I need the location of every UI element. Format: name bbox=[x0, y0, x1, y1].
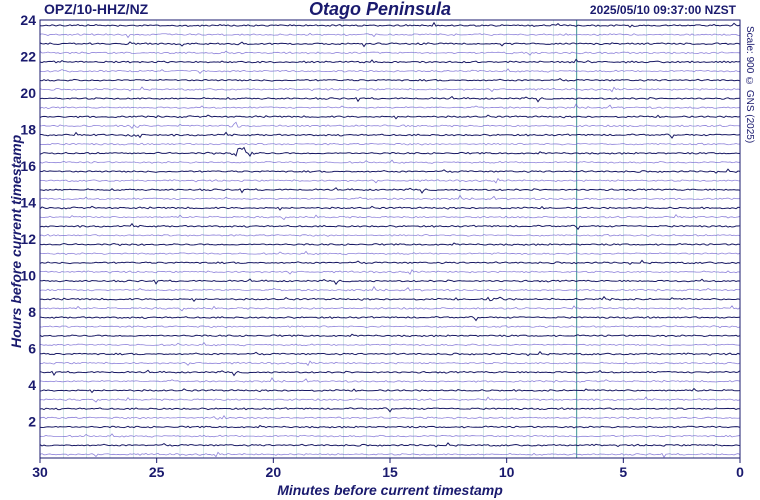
trace-row-6 bbox=[39, 68, 741, 74]
trace-row-16 bbox=[39, 159, 741, 164]
trace-row-2 bbox=[39, 32, 741, 39]
trace-row-28 bbox=[39, 269, 741, 275]
trace-row-34 bbox=[39, 325, 741, 329]
trace-row-26 bbox=[39, 250, 741, 256]
y-tick-label-12: 12 bbox=[20, 231, 36, 247]
trace-row-30 bbox=[39, 285, 741, 292]
trace-row-37 bbox=[39, 350, 741, 357]
trace-row-40 bbox=[39, 377, 741, 383]
trace-row-7 bbox=[39, 77, 741, 82]
trace-row-11 bbox=[39, 114, 741, 120]
trace-row-21 bbox=[39, 205, 741, 211]
x-tick-label-10: 10 bbox=[499, 464, 515, 480]
trace-row-1 bbox=[39, 21, 741, 28]
y-tick-label-6: 6 bbox=[28, 341, 36, 357]
x-axis-label: Minutes before current timestamp bbox=[277, 482, 503, 498]
y-tick-label-16: 16 bbox=[20, 158, 36, 174]
y-tick-label-8: 8 bbox=[28, 304, 36, 320]
station-code: OPZ/10-HHZ/NZ bbox=[44, 1, 149, 17]
x-tick-label-25: 25 bbox=[149, 464, 165, 480]
trace-row-8 bbox=[39, 86, 741, 93]
trace-row-27 bbox=[39, 259, 741, 266]
seismic-traces bbox=[39, 21, 741, 458]
y-tick-label-4: 4 bbox=[28, 377, 36, 393]
trace-row-15 bbox=[39, 146, 741, 157]
x-tick-label-5: 5 bbox=[619, 464, 627, 480]
trace-row-5 bbox=[39, 58, 741, 64]
x-axis-ticks: 30 25 20 15 10 5 0 bbox=[32, 458, 744, 480]
x-tick-label-15: 15 bbox=[382, 464, 398, 480]
x-tick-label-0: 0 bbox=[736, 464, 744, 480]
trace-row-23 bbox=[39, 222, 741, 231]
trace-row-13 bbox=[39, 131, 741, 139]
trace-row-25 bbox=[39, 242, 741, 247]
y-axis-label-wrap: Hours before current timestamp bbox=[8, 25, 24, 348]
trace-row-32 bbox=[39, 305, 741, 312]
trace-row-42 bbox=[39, 396, 741, 403]
vertical-gridlines bbox=[63, 20, 717, 458]
trace-row-18 bbox=[39, 177, 741, 184]
trace-row-19 bbox=[39, 187, 741, 194]
timestamp-label: 2025/05/10 09:37:00 NZST bbox=[589, 3, 736, 17]
trace-row-4 bbox=[39, 50, 741, 56]
trace-row-47 bbox=[39, 442, 741, 448]
y-tick-label-14: 14 bbox=[20, 195, 36, 211]
y-tick-label-22: 22 bbox=[20, 49, 36, 65]
trace-row-33 bbox=[39, 315, 741, 322]
trace-row-39 bbox=[39, 369, 741, 377]
trace-row-24 bbox=[39, 233, 741, 237]
trace-row-48 bbox=[39, 451, 741, 458]
y-tick-label-18: 18 bbox=[20, 122, 36, 138]
scale-note: Scale: 900 © GNS (2025) bbox=[744, 26, 755, 144]
y-tick-label-20: 20 bbox=[20, 85, 36, 101]
y-tick-label-10: 10 bbox=[20, 268, 36, 284]
trace-row-22 bbox=[39, 213, 741, 221]
trace-row-9 bbox=[39, 95, 741, 103]
trace-row-17 bbox=[39, 168, 741, 174]
trace-row-38 bbox=[39, 360, 741, 367]
trace-row-3 bbox=[39, 41, 741, 48]
trace-row-20 bbox=[39, 194, 741, 201]
chart-title: Otago Peninsula bbox=[308, 0, 452, 19]
trace-row-14 bbox=[39, 142, 741, 146]
y-axis-label: Hours before current timestamp bbox=[8, 134, 24, 348]
trace-row-43 bbox=[39, 407, 741, 413]
x-tick-label-30: 30 bbox=[32, 464, 48, 480]
trace-row-29 bbox=[39, 278, 741, 286]
x-tick-label-20: 20 bbox=[266, 464, 282, 480]
y-tick-label-2: 2 bbox=[28, 414, 36, 430]
trace-row-46 bbox=[39, 433, 741, 438]
y-tick-label-24: 24 bbox=[20, 12, 36, 28]
trace-row-12 bbox=[39, 121, 741, 130]
trace-row-36 bbox=[39, 341, 741, 347]
trace-row-35 bbox=[39, 333, 741, 338]
trace-row-10 bbox=[39, 103, 741, 110]
trace-row-31 bbox=[39, 295, 741, 303]
trace-row-41 bbox=[39, 387, 741, 394]
trace-row-45 bbox=[39, 424, 741, 429]
trace-row-44 bbox=[39, 415, 741, 420]
